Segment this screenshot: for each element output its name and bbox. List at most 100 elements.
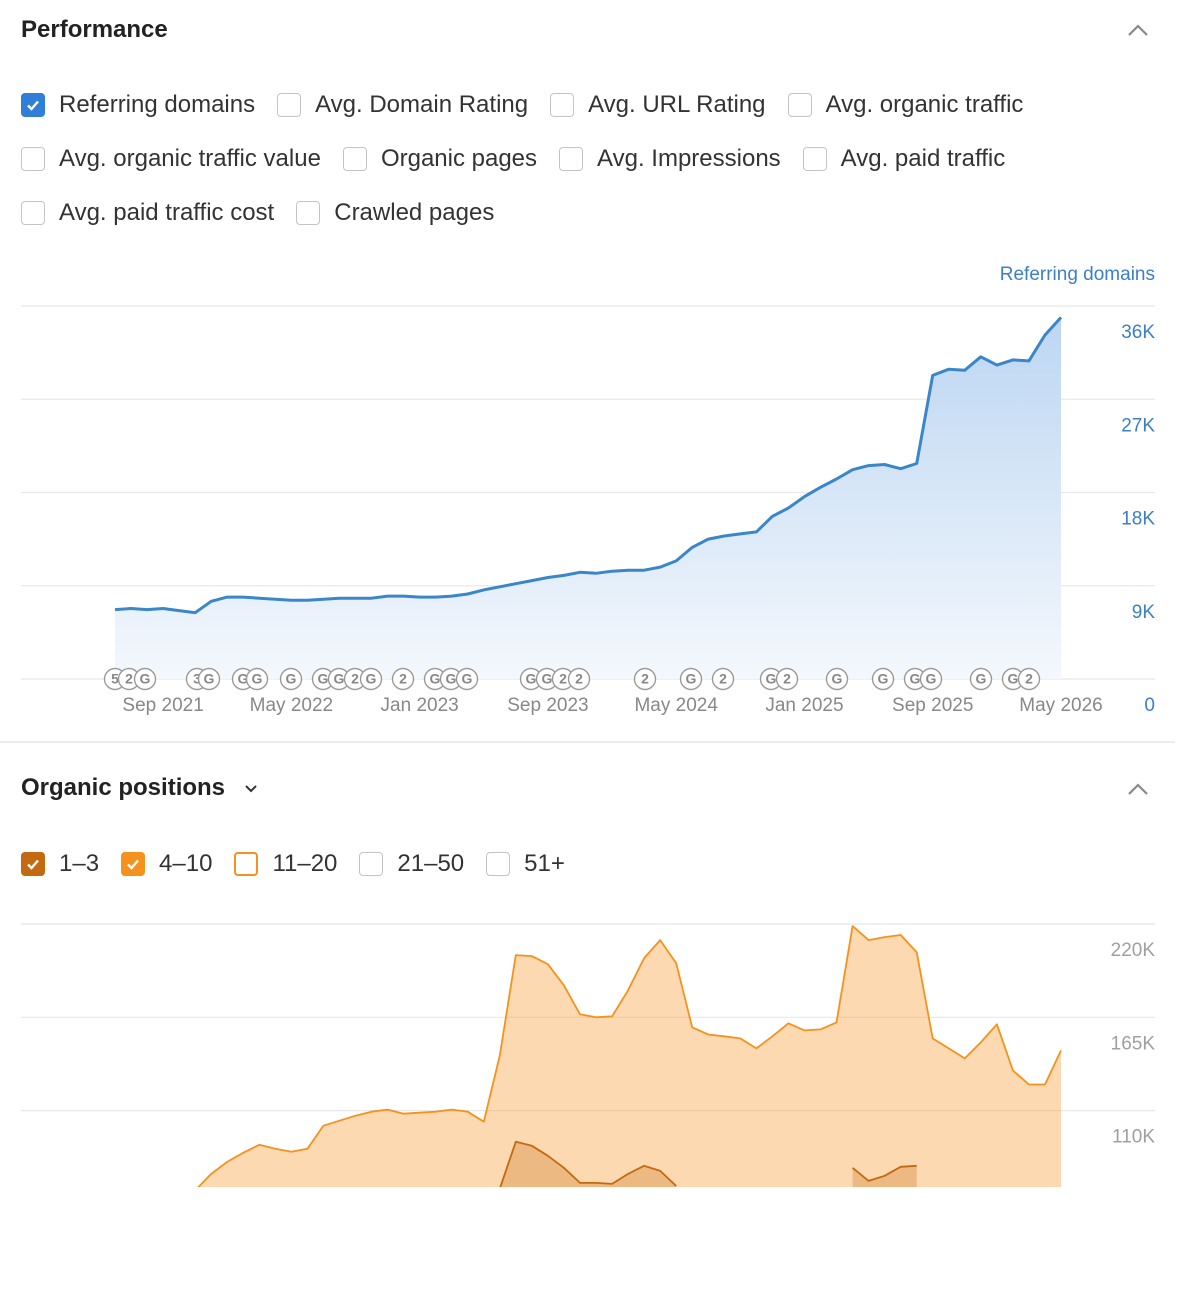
annotation-label: 2	[641, 671, 649, 687]
checkbox-option[interactable]: Crawled pages	[296, 199, 494, 227]
x-tick-label: Sep 2023	[507, 695, 588, 716]
annotation-label: G	[286, 671, 297, 687]
checkbox[interactable]	[234, 852, 259, 876]
y-tick-label: 36K	[1121, 322, 1155, 343]
annotation-marker	[711, 667, 735, 691]
checkbox-label: 4–10	[159, 850, 213, 877]
checkbox[interactable]	[559, 147, 584, 171]
legend-label: Referring domains	[1000, 264, 1155, 285]
annotation-marker	[633, 667, 657, 691]
annotation-label: G	[878, 671, 889, 687]
checkbox-label: 51+	[524, 850, 565, 877]
checkbox[interactable]	[277, 93, 302, 117]
line	[499, 1140, 917, 1187]
y-tick-label: 0	[1144, 695, 1155, 716]
checkbox[interactable]	[121, 852, 146, 876]
checkbox-option[interactable]: Avg. organic traffic	[787, 91, 1024, 119]
annotation-label: G	[366, 671, 377, 687]
checkbox-label: Avg. organic traffic value	[59, 145, 321, 172]
area-fill	[499, 1141, 917, 1187]
annotation-marker	[919, 667, 943, 691]
annotation-label: 2	[719, 671, 727, 687]
checkbox-option[interactable]: 21–50	[359, 850, 464, 878]
x-tick-label: Sep 2021	[122, 695, 203, 716]
line	[114, 316, 1063, 615]
checkbox-label: Avg. organic traffic	[825, 91, 1024, 118]
checkbox[interactable]	[359, 852, 384, 876]
checkbox-option[interactable]: Avg. paid traffic	[802, 145, 1006, 173]
check-icon	[27, 100, 39, 111]
checkbox[interactable]	[486, 852, 511, 876]
annotation-marker	[133, 667, 157, 691]
annotation-label: G	[976, 671, 987, 687]
check-icon	[27, 859, 39, 870]
y-tick-label: 110K	[1112, 1127, 1155, 1148]
x-tick-label: May 2026	[1019, 695, 1102, 716]
checkbox-option[interactable]: Organic pages	[342, 145, 537, 173]
annotation-marker	[279, 667, 303, 691]
checkbox-option[interactable]: Avg. URL Rating	[550, 91, 766, 119]
annotation-marker	[775, 667, 799, 691]
checkbox-option[interactable]: Avg. paid traffic cost	[21, 199, 274, 227]
checkbox[interactable]	[787, 93, 812, 117]
annotation-label: 2	[783, 671, 791, 687]
annotation-marker	[391, 667, 415, 691]
dropdown-chevron[interactable]	[245, 785, 257, 793]
annotation-marker	[1017, 667, 1041, 691]
collapse-button[interactable]	[1128, 24, 1148, 36]
checkbox-option[interactable]: 51+	[486, 850, 565, 878]
checkbox-row: Referring domains Avg. Domain Rating Avg. …	[21, 90, 1023, 120]
x-tick-label: Sep 2025	[892, 695, 973, 716]
checkbox-label: Avg. paid traffic cost	[59, 199, 275, 226]
checkbox-row: Avg. paid traffic cost Crawled pages	[21, 198, 494, 228]
checkbox-label: 11–20	[272, 850, 338, 877]
checkbox[interactable]	[21, 852, 45, 876]
checkbox-label: Avg. Impressions	[597, 145, 781, 172]
annotation-marker	[359, 667, 383, 691]
checkbox[interactable]	[342, 147, 367, 171]
annotation-marker	[197, 667, 221, 691]
checkbox[interactable]	[21, 201, 45, 225]
checkbox[interactable]	[21, 93, 45, 117]
checkbox-option[interactable]: Avg. Domain Rating	[277, 91, 528, 119]
checkbox-label: 21–50	[397, 850, 465, 877]
annotation-label: 3	[193, 671, 201, 687]
annotation-marker	[245, 667, 269, 691]
annotation-label: G	[526, 671, 537, 687]
checkbox-label: Avg. paid traffic	[840, 145, 1006, 172]
annotation-marker	[567, 667, 591, 691]
annotation-marker	[871, 667, 895, 691]
annotation-label: G	[462, 671, 473, 687]
annotation-label: 2	[1025, 671, 1033, 687]
checkbox-option[interactable]: Avg. organic traffic value	[21, 145, 321, 173]
annotation-label: G	[252, 671, 263, 687]
checkbox-option[interactable]: Avg. Impressions	[559, 145, 781, 173]
annotation-marker	[679, 667, 703, 691]
checkbox-option[interactable]: Referring domains	[21, 91, 255, 119]
collapse-button[interactable]	[1128, 783, 1148, 795]
annotation-label: 2	[559, 671, 567, 687]
check-icon	[127, 859, 139, 870]
annotation-label: G	[140, 671, 151, 687]
annotation-label: G	[542, 671, 553, 687]
checkbox[interactable]	[296, 201, 321, 225]
y-tick-label: 18K	[1121, 509, 1155, 530]
annotation-label: G	[832, 671, 843, 687]
annotation-label: G	[238, 671, 249, 687]
checkbox[interactable]	[21, 147, 45, 171]
annotation-label: 2	[575, 671, 583, 687]
checkbox-option[interactable]: 1–3	[21, 850, 99, 878]
section-title: Performance	[21, 16, 168, 43]
checkbox-option[interactable]: 11–20	[234, 850, 337, 878]
checkbox[interactable]	[550, 93, 575, 117]
annotation-label: 2	[125, 671, 133, 687]
checkbox-label: Crawled pages	[334, 199, 495, 226]
section-title[interactable]: Organic positions	[21, 774, 226, 801]
annotation-label: G	[926, 671, 937, 687]
checkbox[interactable]	[802, 147, 827, 171]
annotation-label: G	[1008, 671, 1019, 687]
checkbox-option[interactable]: 4–10	[121, 850, 212, 878]
annotation-label: G	[766, 671, 777, 687]
